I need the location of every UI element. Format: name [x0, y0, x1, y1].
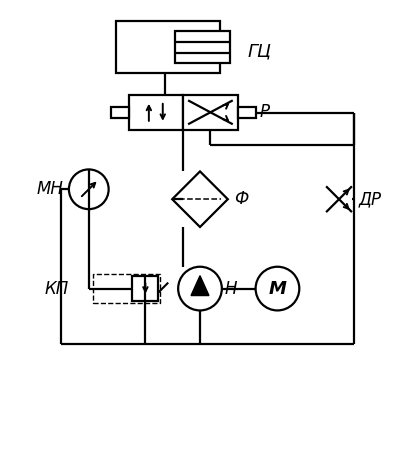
Bar	[238, 107, 256, 118]
Bar	[116, 21, 220, 73]
Text: ГЦ: ГЦ	[248, 42, 272, 60]
Polygon shape	[191, 276, 209, 296]
Text: ДР: ДР	[359, 190, 382, 208]
Text: Ф: Ф	[234, 190, 248, 208]
Circle shape	[69, 170, 109, 209]
Text: Н: Н	[225, 280, 237, 298]
Bar	[132, 276, 158, 302]
Circle shape	[256, 267, 299, 310]
Bar	[93, 274, 160, 303]
Text: М: М	[268, 280, 286, 298]
Circle shape	[178, 267, 222, 310]
Bar	[175, 32, 230, 63]
Polygon shape	[172, 171, 228, 227]
Text: КП: КП	[45, 280, 69, 298]
Bar	[128, 95, 183, 130]
Text: P: P	[260, 103, 270, 121]
Bar	[111, 107, 128, 118]
Bar	[183, 95, 238, 130]
Text: МН: МН	[36, 180, 63, 198]
